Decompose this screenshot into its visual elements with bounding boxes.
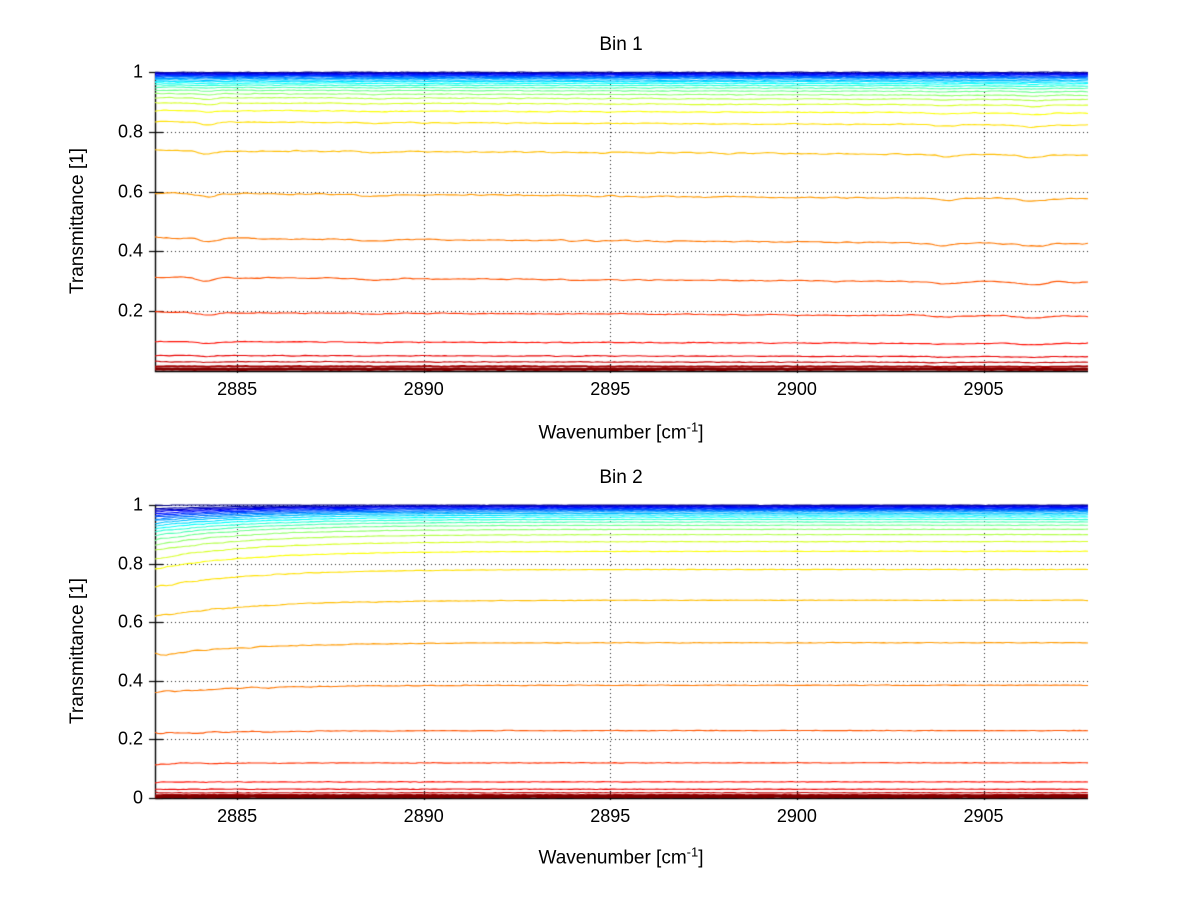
plot1-x-label-sup: -1: [686, 419, 699, 435]
y-tick-label: 0.4: [117, 670, 143, 691]
plot-area-bin1: [155, 72, 1088, 371]
y-tick-label: 0.6: [117, 181, 143, 202]
x-tick-label: 2890: [403, 806, 444, 826]
plot2-x-label-sup: -1: [686, 844, 699, 860]
y-tick-label: 0.2: [117, 300, 143, 321]
y-tick-label: 0.6: [117, 611, 143, 632]
x-tick-label: 2890: [403, 379, 444, 399]
x-tick-label: 2900: [776, 379, 817, 399]
y-tick-label: 1: [132, 61, 143, 82]
x-tick-label: 2900: [776, 806, 817, 826]
y-tick-label: 0.8: [117, 121, 143, 142]
y-tick-label: 0.8: [117, 553, 143, 574]
x-tick-label: 2905: [963, 379, 1004, 399]
y-tick-label: 1: [132, 494, 143, 515]
x-tick-label: 2885: [217, 806, 258, 826]
plot2-x-axis-label: Wavenumber [cm-1]: [538, 844, 703, 869]
x-tick-label: 2885: [217, 379, 258, 399]
plot1-x-label-text: Wavenumber [cm: [538, 422, 687, 444]
y-tick-label: 0.4: [117, 240, 143, 261]
plot-area-bin2: [155, 505, 1088, 798]
plot1-title: Bin 1: [599, 34, 643, 55]
plot2-y-axis-label: Transmittance [1]: [67, 577, 88, 725]
plot1-x-axis-label: Wavenumber [cm-1]: [538, 419, 703, 444]
x-tick-label: 2895: [590, 379, 631, 399]
y-tick-label: 0.2: [117, 728, 143, 749]
x-tick-label: 2905: [963, 806, 1004, 826]
y-tick-label: 0: [132, 787, 143, 808]
plot1-x-label-close: ]: [698, 422, 704, 444]
x-tick-label: 2895: [590, 806, 631, 826]
plot2-title: Bin 2: [599, 467, 643, 488]
plot1-y-axis-label: Transmittance [1]: [67, 147, 88, 295]
plot2-x-label-text: Wavenumber [cm: [538, 847, 687, 869]
plot2-x-label-close: ]: [698, 847, 704, 869]
